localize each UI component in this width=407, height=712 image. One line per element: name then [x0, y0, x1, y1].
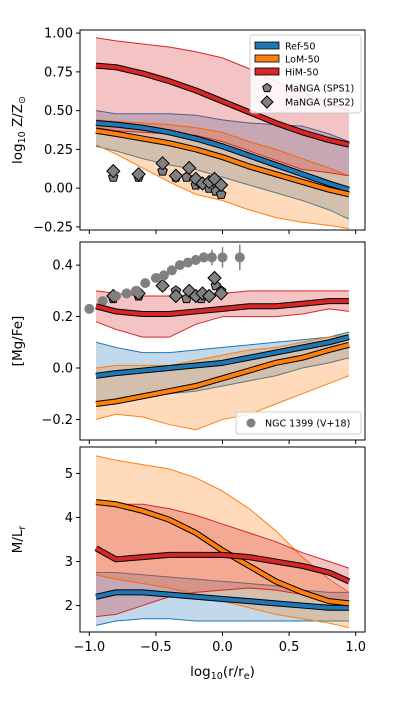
y-tick-label: −0.25	[33, 220, 73, 235]
HiM-50-lower-line	[95, 127, 350, 177]
x-tick-label: 0.0	[212, 640, 233, 655]
manga-sps2-point	[213, 286, 229, 301]
ngc1399-point	[158, 270, 169, 281]
LoM-50-upper-line	[95, 119, 350, 177]
HiM-50-median-line	[95, 63, 350, 147]
panel-bottom: 5 4 3 2 −1.0 −0.5 0.0 0.5 1.0 M/Lr log10(r/re)	[10, 446, 366, 682]
panel-middle: 0.4 0.2 0.0 −0.2 [Mg/Fe] NGC 1399 (V+18)	[10, 241, 366, 444]
legend-label: Ref-50	[285, 42, 315, 53]
ngc1399-point	[217, 252, 228, 263]
y-tick-label: 3	[65, 555, 73, 570]
y-axis-label: M/Lr	[10, 526, 28, 554]
legend-box	[249, 34, 362, 114]
y-tick-label: −0.2	[41, 413, 73, 428]
legend: Ref-50 LoM-50 HiM-50 MaNGA (SPS1) MaNGA (SPS…	[249, 34, 362, 114]
HiM-50-lower-line	[95, 308, 350, 338]
manga-sps2-legend-marker	[260, 95, 274, 109]
LoM-50-lower-line	[95, 144, 350, 229]
Ref-50-median-line	[95, 335, 350, 378]
manga-sps2-point	[168, 168, 184, 183]
LoM-50-median-line	[95, 128, 350, 197]
x-tick-label: −1.0	[74, 640, 106, 655]
y-tick-label: 1.00	[44, 27, 73, 42]
ngc1399-point	[140, 278, 151, 289]
LoM-50-upper-line	[95, 334, 350, 369]
y-tick-label: 0.75	[44, 65, 73, 80]
y-tick-label: 0.00	[44, 182, 73, 197]
manga-sps2-point	[168, 288, 184, 304]
manga-sps1-point	[157, 165, 168, 176]
legend-label: MaNGA (SPS1)	[285, 84, 354, 95]
plot-area	[95, 37, 350, 229]
LoM-50-band	[95, 119, 350, 229]
manga-sps1-legend-marker	[262, 82, 272, 93]
Ref-50-upper-line	[95, 572, 350, 593]
ngc1399-point	[121, 288, 132, 299]
HiM-50-upper-line	[95, 503, 350, 569]
Ref-50-legend-swatch	[254, 41, 280, 50]
HiM-50-legend-swatch	[254, 67, 280, 76]
plot-area	[84, 244, 350, 431]
y-tick-label: 0.50	[44, 104, 73, 119]
manga-sps2-point	[181, 160, 197, 176]
manga-sps2-point	[155, 156, 170, 171]
panel-top: 1.00 0.75 0.50 0.25 0.00 −0.25 log10 Z/Z⊙ Ref-5…	[10, 27, 366, 235]
y-axis-label: log10 Z/Z⊙	[10, 96, 28, 164]
manga-sps2-point	[155, 278, 170, 293]
y-tick-label: 2	[65, 599, 73, 614]
Ref-50-lower-line	[95, 618, 350, 626]
ngc1399-point	[130, 285, 141, 296]
Ref-50-median-line	[95, 590, 350, 610]
legend: NGC 1399 (V+18)	[235, 411, 362, 435]
ngc1399-point	[84, 303, 95, 314]
HiM-50-median-line	[95, 546, 350, 584]
manga-sps2-point	[106, 163, 121, 179]
ngc1399-point	[206, 252, 217, 263]
x-tick-label: 0.5	[279, 640, 300, 655]
y-tick-label: 4	[65, 511, 73, 526]
legend-label: MaNGA (SPS2)	[285, 98, 354, 109]
y-tick-label: 0.2	[52, 310, 73, 325]
manga-sps2-point	[213, 177, 229, 193]
legend-box	[235, 411, 362, 435]
x-tick-label: 1.0	[345, 640, 366, 655]
ngc1399-point	[110, 291, 121, 301]
manga-sps1-point	[215, 188, 227, 199]
legend-label: LoM-50	[285, 55, 320, 66]
x-axis-label: log10(r/re)	[190, 664, 255, 682]
ngc1399-legend-marker	[246, 418, 256, 428]
y-tick-label: 0.0	[52, 362, 73, 377]
LoM-50-upper-line	[95, 455, 350, 593]
HiM-50-band	[95, 37, 350, 176]
HiM-50-median-line	[95, 299, 350, 316]
y-axis-label: [Mg/Fe]	[10, 316, 26, 367]
Ref-50-band	[95, 110, 350, 220]
ngc1399-point	[166, 265, 177, 276]
y-tick-label: 5	[65, 467, 73, 482]
Ref-50-upper-line	[95, 331, 350, 354]
LoM-50-median-line	[95, 342, 350, 406]
ngc1399-point	[234, 252, 245, 263]
LoM-50-lower-line	[95, 375, 350, 431]
y-tick-label: 0.4	[52, 259, 73, 274]
Ref-50-median-line	[95, 121, 350, 192]
Ref-50-lower-line	[95, 145, 350, 220]
x-tick-label: −0.5	[140, 640, 172, 655]
manga-sps2-point	[201, 288, 217, 304]
LoM-50-median-line	[95, 500, 350, 606]
legend-label: NGC 1399 (V+18)	[265, 419, 350, 430]
manga-sps2-point	[131, 166, 146, 182]
manga-sps2-point	[207, 270, 222, 286]
LoM-50-legend-swatch	[254, 54, 280, 63]
legend-label: HiM-50	[285, 68, 319, 79]
plot-area	[94, 455, 351, 629]
y-tick-label: 0.25	[44, 143, 73, 158]
Ref-50-upper-line	[95, 110, 350, 143]
